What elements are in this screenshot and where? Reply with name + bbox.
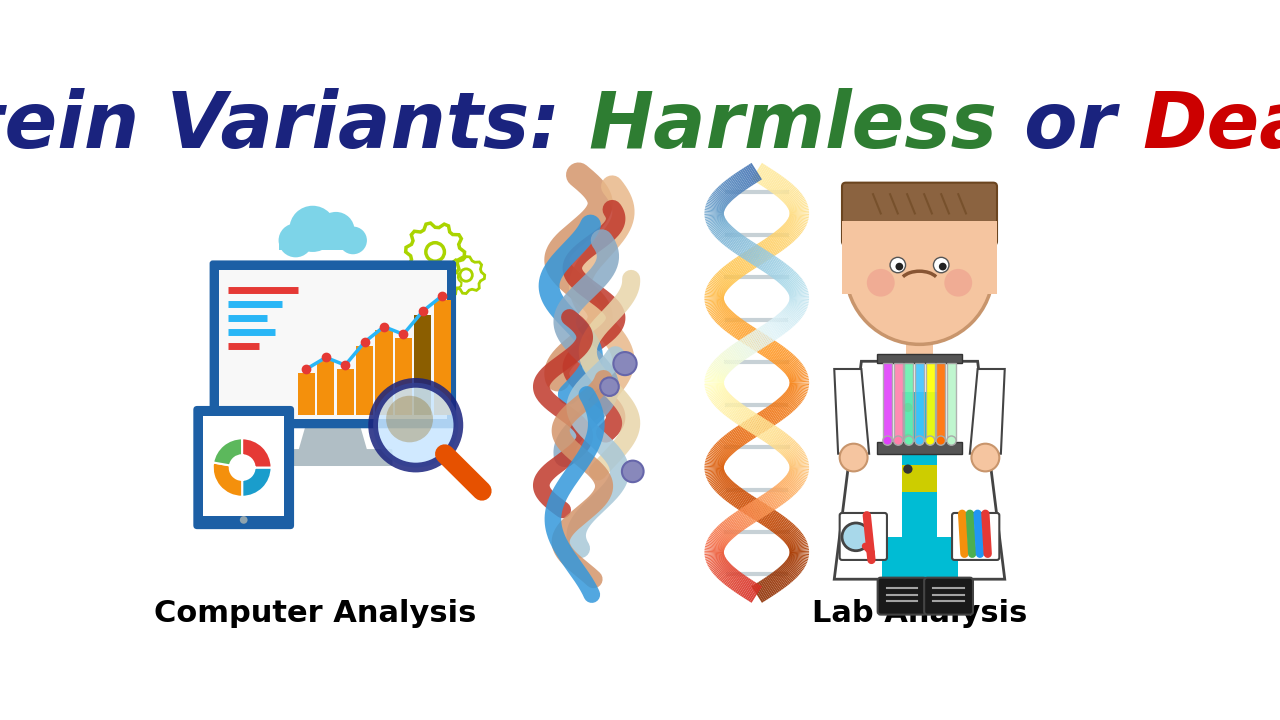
Wedge shape: [242, 467, 271, 497]
Circle shape: [883, 436, 892, 445]
Bar: [902, 465, 937, 492]
Text: Deadly?: Deadly?: [1143, 88, 1280, 165]
Circle shape: [904, 433, 913, 443]
Polygon shape: [835, 369, 869, 454]
Bar: [905, 341, 933, 364]
Circle shape: [622, 461, 644, 482]
Bar: [356, 346, 374, 415]
Circle shape: [904, 464, 913, 474]
Circle shape: [925, 436, 934, 445]
Text: Computer Analysis: Computer Analysis: [154, 599, 476, 629]
FancyBboxPatch shape: [924, 577, 973, 615]
Bar: [883, 363, 892, 441]
Bar: [394, 338, 412, 415]
Circle shape: [945, 269, 973, 297]
Circle shape: [374, 383, 458, 467]
Bar: [337, 369, 353, 415]
Circle shape: [904, 403, 913, 412]
Wedge shape: [242, 438, 271, 467]
Bar: [219, 270, 447, 419]
Circle shape: [840, 444, 868, 472]
Text: Protein Variants:: Protein Variants:: [0, 89, 588, 164]
Circle shape: [289, 206, 335, 252]
Circle shape: [972, 444, 1000, 472]
Circle shape: [279, 223, 312, 257]
Bar: [877, 354, 963, 363]
Bar: [893, 363, 902, 441]
Bar: [936, 363, 946, 441]
Bar: [925, 363, 934, 441]
Circle shape: [867, 269, 895, 297]
Bar: [842, 221, 997, 294]
Circle shape: [842, 523, 870, 551]
Bar: [877, 442, 963, 454]
Text: or: or: [997, 89, 1143, 164]
Circle shape: [933, 257, 948, 273]
FancyBboxPatch shape: [878, 577, 927, 615]
Bar: [279, 237, 357, 251]
Circle shape: [846, 198, 993, 344]
FancyBboxPatch shape: [842, 183, 997, 246]
Circle shape: [613, 352, 636, 375]
Circle shape: [896, 263, 904, 271]
Bar: [929, 537, 959, 582]
Circle shape: [904, 436, 914, 445]
FancyBboxPatch shape: [840, 513, 887, 560]
Polygon shape: [835, 361, 1005, 579]
Bar: [204, 416, 284, 516]
Bar: [915, 363, 924, 441]
Bar: [298, 373, 315, 415]
FancyBboxPatch shape: [273, 449, 393, 466]
Circle shape: [890, 257, 905, 273]
Circle shape: [915, 436, 924, 445]
Bar: [904, 363, 914, 441]
Circle shape: [893, 436, 902, 445]
Bar: [375, 330, 393, 415]
Bar: [947, 363, 956, 441]
Circle shape: [387, 396, 433, 442]
FancyBboxPatch shape: [952, 513, 1000, 560]
Polygon shape: [970, 369, 1005, 454]
Bar: [434, 300, 451, 415]
Bar: [415, 315, 431, 415]
Text: Harmless: Harmless: [588, 89, 997, 164]
Circle shape: [339, 227, 367, 254]
Bar: [882, 537, 911, 582]
Polygon shape: [298, 426, 367, 452]
Wedge shape: [214, 438, 242, 465]
FancyBboxPatch shape: [193, 406, 294, 529]
Circle shape: [239, 516, 247, 523]
Bar: [317, 361, 334, 415]
Text: Lab Analysis: Lab Analysis: [812, 599, 1027, 629]
FancyBboxPatch shape: [210, 261, 456, 428]
Wedge shape: [212, 462, 242, 497]
Circle shape: [938, 263, 947, 271]
Circle shape: [600, 377, 618, 396]
Circle shape: [936, 436, 946, 445]
Circle shape: [947, 436, 956, 445]
Bar: [902, 392, 937, 579]
Circle shape: [317, 212, 355, 249]
